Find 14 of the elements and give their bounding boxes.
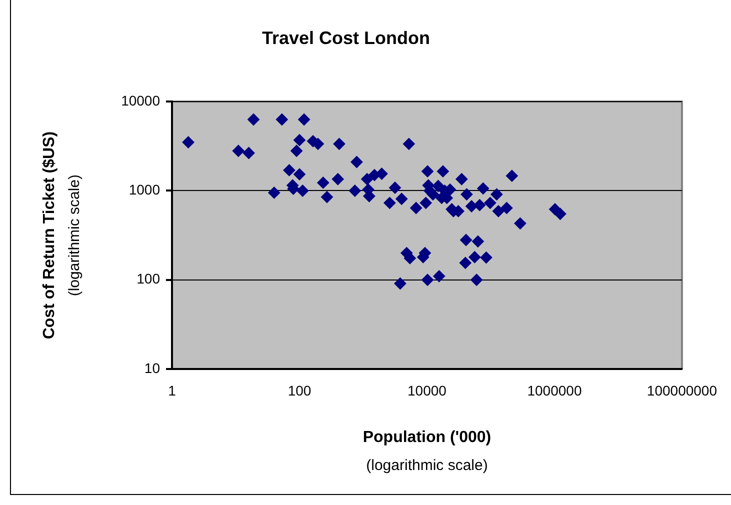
y-tick-label: 10 — [144, 360, 160, 376]
x-tick-label: 100000000 — [646, 382, 718, 398]
x-tick-label: 10000 — [408, 382, 447, 398]
x-tick-label: 100 — [288, 382, 312, 398]
x-tick-label: 1 — [168, 382, 176, 398]
y-tick-label: 10000 — [121, 92, 160, 108]
text: (logarithmic scale) — [366, 457, 488, 474]
x-axis-title: Population ('000) — [362, 428, 492, 446]
x-tick-label: 1000000 — [527, 382, 582, 398]
y-axis-title: Cost of Return Ticket ($US) — [41, 131, 58, 340]
chart-title: Travel Cost London — [262, 28, 430, 48]
y-tick-label: 1000 — [128, 182, 160, 198]
y-tick-label: 100 — [136, 270, 160, 287]
text: (logarithmic scale) — [66, 174, 84, 296]
